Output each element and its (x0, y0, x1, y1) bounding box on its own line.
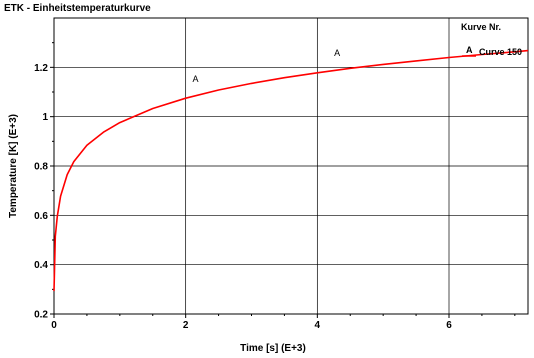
series-line-curve-150 (53, 49, 529, 292)
chart-title: ETK - Einheitstemperaturkurve (4, 3, 151, 14)
legend-marker: A (466, 45, 473, 55)
grid-lines (54, 18, 528, 314)
series-layer: AA (53, 48, 529, 292)
y-axis-label: Temperature [K] (E+3) (8, 114, 19, 218)
legend: Kurve Nr. A Curve 150 (461, 22, 522, 57)
y-tick-label: 1.2 (34, 63, 48, 74)
y-tick-label: 0.2 (34, 310, 48, 321)
x-tick-label: 6 (446, 320, 452, 331)
x-axis-label: Time [s] (E+3) (240, 343, 306, 354)
legend-title: Kurve Nr. (461, 22, 501, 32)
y-tick-label: 0.6 (34, 211, 48, 222)
x-tick-label: 2 (183, 320, 189, 331)
y-tick-label: 0.4 (34, 260, 48, 271)
y-tick-label: 0.8 (34, 162, 48, 173)
x-tick-label: 4 (315, 320, 321, 331)
y-tick-label: 1 (42, 112, 48, 123)
series-marker-label: A (193, 74, 199, 84)
x-tick-label: 0 (51, 320, 57, 331)
legend-label: Curve 150 (479, 47, 522, 57)
series-marker-label: A (334, 48, 340, 58)
axis-ticks: 0 2 4 6 0.2 0.4 0.6 0.8 1 1.2 (34, 42, 516, 331)
